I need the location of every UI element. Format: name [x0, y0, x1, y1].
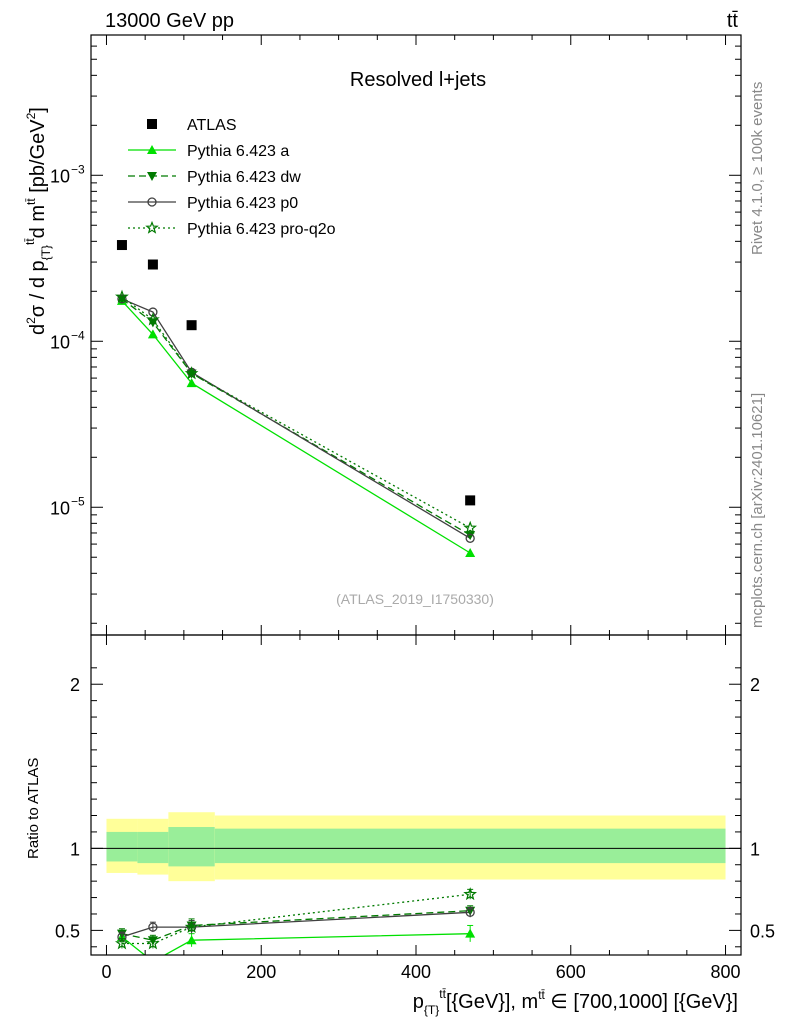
chart-title: Resolved l+jets	[350, 69, 486, 91]
ratio-point-0-3	[465, 928, 476, 938]
legend-marker-0	[147, 119, 157, 129]
lower-frame	[90, 634, 742, 956]
series-point-3-3	[463, 520, 478, 534]
series-line-upper-3	[121, 296, 471, 529]
upper-ytick-label-0: 10	[50, 498, 70, 518]
header-process: tt̄	[727, 10, 739, 32]
lower-ytick-label-right-2: 2	[750, 675, 760, 695]
ratio-band-inner-3	[214, 828, 726, 864]
ratio-point-2-3	[465, 907, 475, 917]
series-line-ratio-3	[122, 893, 471, 945]
svg-text:p{T}tt̄[{GeV}], mtt̄ ∈ [700,10: p{T}tt̄[{GeV}], mtt̄ ∈ [700,1000] [{GeV}…	[413, 987, 738, 1017]
ratio-point-3-2	[184, 919, 199, 934]
svg-text:d2σ / d p{T}tt̄d mtt̄ [pb/GeV2: d2σ / d p{T}tt̄d mtt̄ [pb/GeV2]	[23, 107, 53, 335]
upper-ytick-label-1: 10	[50, 332, 70, 352]
lower-ylabel: Ratio to ATLAS	[25, 758, 42, 859]
lower-ytick-label-1: 1	[70, 839, 80, 859]
ratio-point-2-1	[148, 922, 158, 932]
series-point-3-2	[184, 366, 199, 380]
xtick-label-0: 0	[101, 962, 111, 982]
header-energy: 13000 GeV pp	[105, 10, 234, 32]
ratio-band-inner-2	[168, 827, 215, 867]
data-point-0	[116, 240, 127, 251]
legend-marker-1	[147, 145, 157, 154]
rivet-label: Rivet 4.1.0, ≥ 100k events	[749, 82, 766, 255]
upper-ytick-exp-1: −4	[71, 328, 85, 342]
series-line-upper-0	[121, 300, 471, 554]
series-point-3-0	[115, 289, 129, 303]
xtick-label-1: 200	[246, 962, 276, 982]
ratio-point-0-2	[186, 935, 197, 945]
data-point-1	[147, 259, 158, 270]
mcplots-label: mcplots.cern.ch [arXiv:2401.10621]	[749, 393, 766, 628]
legend-label-3: Pythia 6.423 p0	[187, 195, 298, 212]
series-point-2-0	[117, 294, 127, 304]
lower-ytick-label-right-0: 0.5	[750, 921, 775, 941]
ratio-band-inner-0	[106, 831, 138, 862]
upper-ytick-exp-2: −3	[71, 162, 85, 176]
series-point-2-3	[465, 533, 475, 543]
series-point-0-2	[186, 378, 197, 388]
data-point-3	[465, 495, 476, 506]
data-point-2	[186, 320, 197, 331]
ratio-point-3-1	[146, 936, 160, 950]
lower-ytick-label-right-1: 1	[750, 839, 760, 859]
series-line-upper-2	[121, 298, 471, 539]
legend-marker-2	[147, 172, 157, 181]
legend-label-1: Pythia 6.423 a	[187, 143, 289, 160]
legend-label-4: Pythia 6.423 pro-q2o	[187, 221, 336, 238]
ratio-band-inner-1	[137, 831, 169, 864]
series-point-0-3	[465, 548, 476, 558]
xtick-label-2: 400	[401, 962, 431, 982]
upper-ylabel: d2σ / d p{T}tt̄d mtt̄ [pb/GeV2]	[23, 107, 53, 335]
xtick-label-3: 600	[556, 962, 586, 982]
series-line-ratio-1	[121, 910, 471, 941]
xlabel: p{T}tt̄[{GeV}], mtt̄ ∈ [700,1000] [{GeV}…	[413, 987, 738, 1017]
series-point-1-3	[465, 531, 476, 541]
upper-ytick-label-2: 10	[50, 166, 70, 186]
legend-marker-4	[145, 220, 159, 234]
series-point-3-1	[146, 312, 160, 326]
series-line-ratio-2	[121, 911, 471, 938]
lower-ytick-label-2: 2	[70, 675, 80, 695]
lower-ytick-label-0: 0.5	[55, 921, 80, 941]
legend-label-2: Pythia 6.423 dw	[187, 169, 301, 186]
upper-ytick-exp-0: −5	[71, 494, 85, 508]
analysis-id: (ATLAS_2019_I1750330)	[336, 591, 494, 607]
ratio-point-3-0	[115, 936, 129, 950]
legend-marker-3	[147, 197, 157, 207]
series-point-2-1	[148, 307, 158, 317]
legend-label-0: ATLAS	[187, 117, 237, 134]
series-point-0-1	[147, 329, 158, 339]
ratio-point-3-3	[463, 887, 478, 901]
xtick-label-4: 800	[711, 962, 741, 982]
series-line-ratio-0	[121, 933, 471, 955]
series-line-upper-1	[121, 298, 471, 536]
